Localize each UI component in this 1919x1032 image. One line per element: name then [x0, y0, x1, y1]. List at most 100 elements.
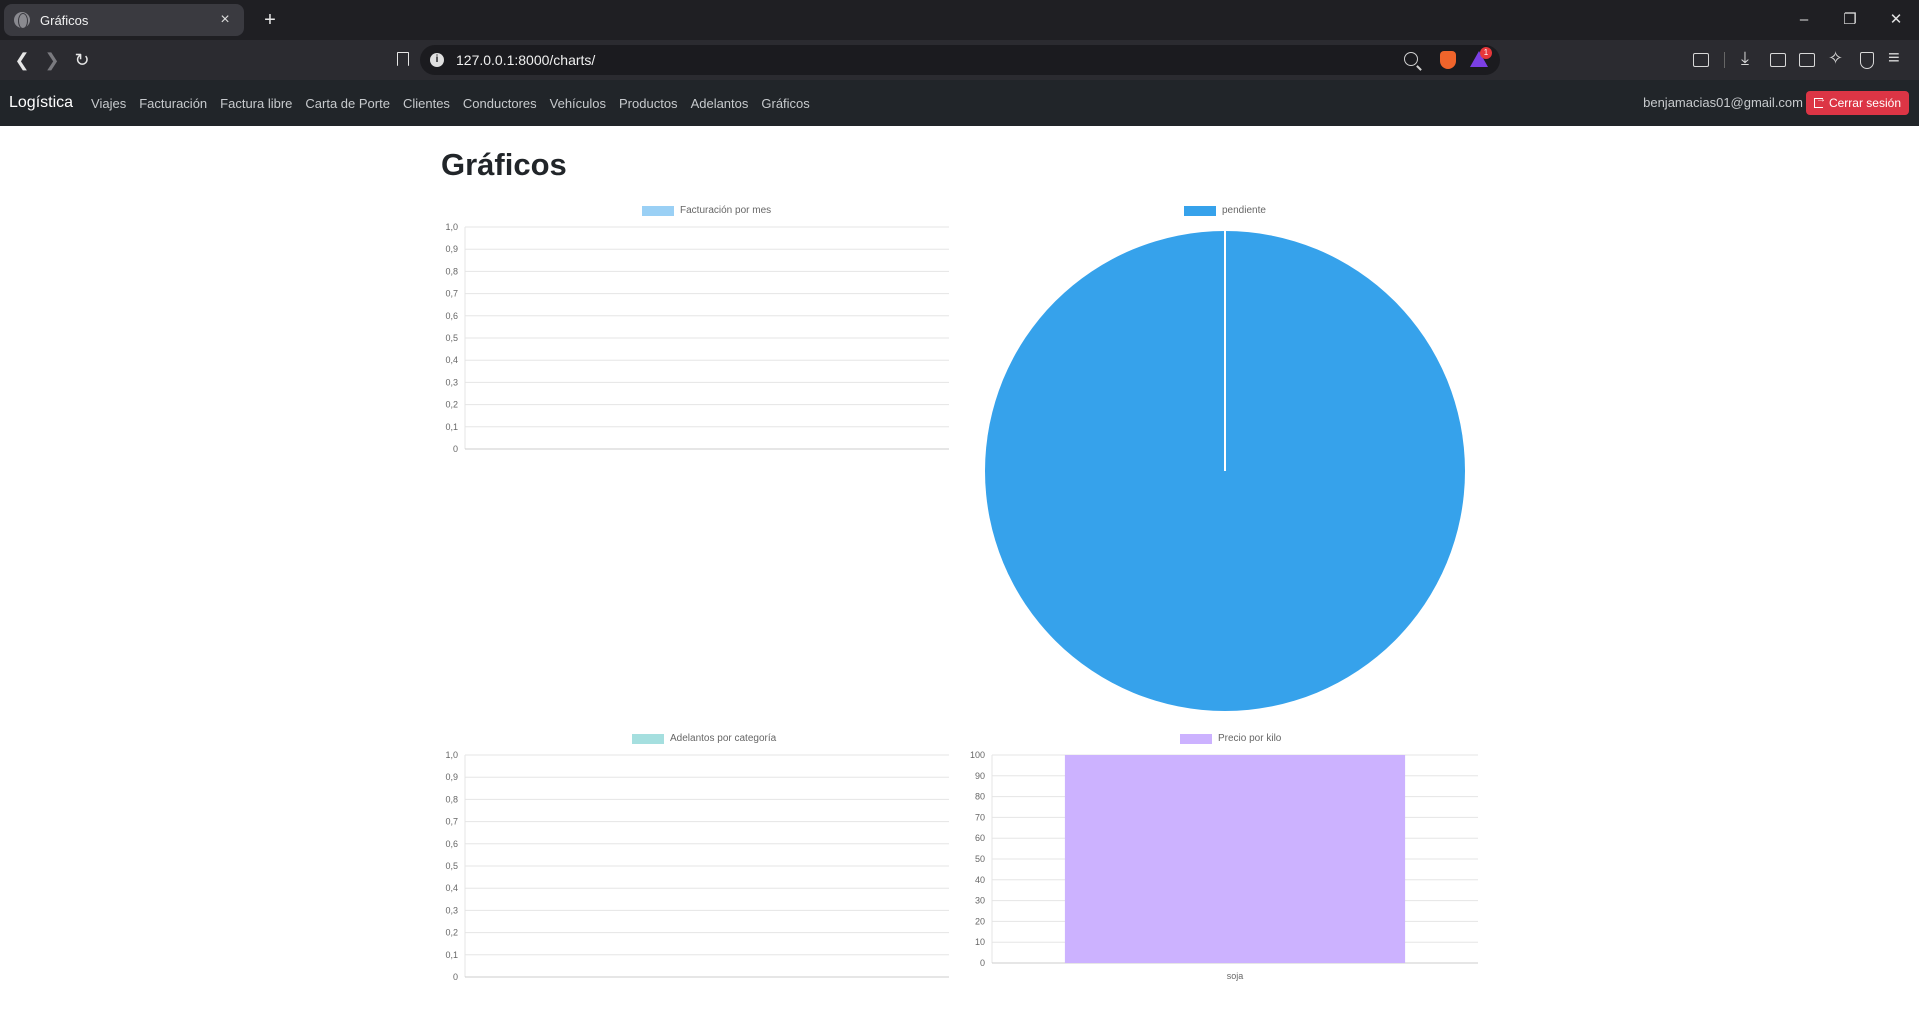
tab-title: Gráficos	[40, 12, 89, 28]
globe-icon	[14, 12, 30, 29]
address-bar[interactable]: i 127.0.0.1:8000/charts/ 1	[420, 45, 1500, 75]
logout-label: Cerrar sesión	[1828, 96, 1901, 110]
reload-button[interactable]: ↻	[74, 50, 90, 70]
chart-plot: 1,0 0,9 0,8 0,7 0,6 0,5 0,4 0,3 0,2 0,1 0	[445, 750, 949, 982]
close-window-button[interactable]: ✕	[1889, 11, 1903, 28]
y-tick-label: 0,8	[445, 794, 458, 804]
user-email: benjamacias01@gmail.com	[1643, 95, 1803, 110]
y-tick-label: 80	[975, 792, 985, 802]
y-tick-label: 50	[975, 854, 985, 864]
y-tick-label: 40	[975, 875, 985, 885]
chart-facturacion-por-mes: Facturación por mes 1,0 0,9 0,8 0,7 0,6 0,5 0,4…	[441, 205, 951, 455]
menu-icon[interactable]	[1886, 47, 1906, 70]
chart-plot: 1,0 0,9 0,8 0,7 0,6 0,5 0,4 0,3 0,2 0,1 0	[445, 222, 949, 454]
chart-adelantos-por-categoria: Adelantos por categoría 1,0 0,9 0,8 0,7 0,6 0,…	[441, 733, 951, 983]
y-tick-label: 70	[975, 812, 985, 822]
download-icon[interactable]	[1738, 48, 1758, 70]
browser-tab[interactable]: Gráficos ×	[4, 4, 244, 36]
nav-link-factura-libre[interactable]: Factura libre	[220, 95, 293, 111]
y-tick-label: 0,4	[445, 883, 458, 893]
nav-link-carta-de-porte[interactable]: Carta de Porte	[305, 95, 390, 111]
y-tick-label: 0,4	[445, 355, 458, 365]
y-tick-label: 0,1	[445, 422, 458, 432]
y-tick-label: 1,0	[445, 750, 458, 760]
y-tick-label: 0,9	[445, 772, 458, 782]
y-tick-label: 0,1	[445, 950, 458, 960]
nav-link-vehiculos[interactable]: Vehículos	[549, 95, 607, 111]
nav-link-clientes[interactable]: Clientes	[402, 95, 450, 111]
rewards-badge: 1	[1480, 47, 1492, 59]
chart-legend[interactable]: Facturación por mes	[642, 205, 771, 216]
x-tick-label: soja	[1227, 971, 1244, 981]
legend-swatch	[1184, 205, 1216, 216]
nav-link-productos[interactable]: Productos	[619, 95, 678, 111]
back-button[interactable]: ❮	[14, 50, 30, 70]
forward-button[interactable]: ❯	[44, 50, 60, 70]
new-tab-button[interactable]: +	[264, 9, 276, 31]
chart-pendiente-pie: pendiente	[980, 205, 1470, 715]
browser-tab-bar: Gráficos × + – ❐ ✕	[0, 0, 1919, 40]
nav-link-adelantos[interactable]: Adelantos	[690, 95, 749, 111]
nav-link-conductores[interactable]: Conductores	[462, 95, 537, 111]
site-info-icon[interactable]: i	[430, 53, 444, 67]
y-tick-label: 0,6	[445, 839, 458, 849]
legend-swatch	[632, 733, 664, 744]
logout-icon	[1813, 94, 1826, 108]
y-tick-label: 20	[975, 916, 985, 926]
y-tick-label: 0	[980, 958, 985, 968]
y-tick-label: 0,2	[445, 400, 458, 410]
bookmark-icon[interactable]	[388, 46, 416, 74]
page-title: Gráficos	[441, 147, 567, 182]
y-tick-label: 100	[970, 750, 985, 760]
y-tick-label: 0,5	[445, 333, 458, 343]
sidebar-icon[interactable]	[1767, 50, 1787, 70]
nav-link-viajes[interactable]: Viajes	[91, 95, 127, 111]
legend-label: Facturación por mes	[680, 205, 772, 216]
y-tick-label: 0,6	[445, 311, 458, 321]
bar-soja	[1064, 755, 1406, 963]
legend-swatch	[1180, 733, 1212, 744]
y-tick-label: 0	[453, 444, 458, 454]
brave-shields-icon[interactable]	[1440, 51, 1456, 69]
legend-label: Precio por kilo	[1218, 733, 1282, 744]
chart-plot	[985, 231, 1465, 711]
minimize-button[interactable]: –	[1799, 11, 1809, 28]
legend-swatch	[642, 205, 674, 216]
y-tick-label: 0,3	[445, 905, 458, 915]
browser-toolbar: ❮ ❯ ↻ i 127.0.0.1:8000/charts/ 1	[0, 40, 1919, 80]
toolbar-divider	[1724, 52, 1725, 68]
y-tick-label: 0,9	[445, 244, 458, 254]
nav-link-graficos[interactable]: Gráficos	[761, 95, 810, 111]
chart-legend[interactable]: Adelantos por categoría	[632, 733, 776, 744]
y-tick-label: 10	[975, 937, 985, 947]
chart-precio-por-kilo: Precio por kilo 100 90 80 70 60 50 40 30 20 10 0 soj…	[968, 733, 1480, 983]
y-tick-label: 60	[975, 833, 985, 843]
y-tick-label: 0,2	[445, 928, 458, 938]
wallet-icon[interactable]	[1796, 50, 1816, 70]
url-text[interactable]: 127.0.0.1:8000/charts/	[456, 52, 596, 68]
vpn-shield-icon[interactable]	[1856, 50, 1876, 70]
y-tick-label: 0,3	[445, 377, 458, 387]
logout-button[interactable]: Cerrar sesión	[1805, 91, 1909, 115]
zoom-icon[interactable]	[1404, 52, 1418, 66]
tab-close-button[interactable]: ×	[220, 11, 230, 28]
y-tick-label: 90	[975, 771, 985, 781]
y-tick-label: 1,0	[445, 222, 458, 232]
brand-link[interactable]: Logística	[9, 94, 74, 111]
chart-legend[interactable]: pendiente	[1184, 205, 1266, 216]
y-tick-label: 0	[453, 972, 458, 982]
y-tick-label: 0,7	[445, 817, 458, 827]
screenshot-icon[interactable]	[1690, 50, 1710, 70]
nav-link-facturacion[interactable]: Facturación	[139, 95, 208, 111]
y-tick-label: 0,8	[445, 266, 458, 276]
chart-legend[interactable]: Precio por kilo	[1180, 733, 1281, 744]
y-tick-label: 30	[975, 896, 985, 906]
legend-label: pendiente	[1222, 205, 1266, 216]
y-tick-label: 0,7	[445, 289, 458, 299]
leo-ai-icon[interactable]	[1826, 48, 1846, 70]
y-tick-label: 0,5	[445, 861, 458, 871]
app-navbar: Logística Viajes Facturación Factura lib…	[0, 80, 1919, 126]
legend-label: Adelantos por categoría	[670, 733, 777, 744]
restore-button[interactable]: ❐	[1843, 11, 1857, 28]
